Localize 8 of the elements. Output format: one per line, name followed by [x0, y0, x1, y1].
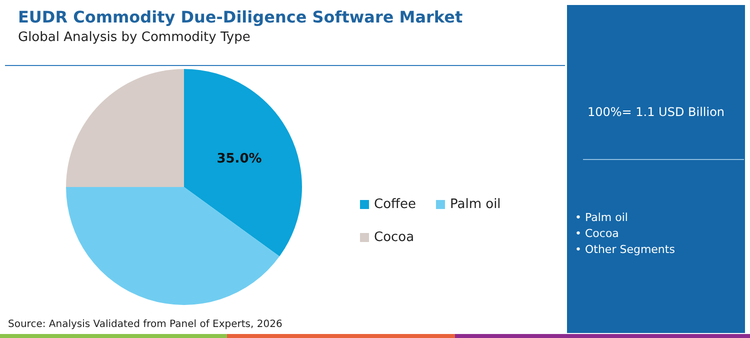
chart-title: EUDR Commodity Due-Diligence Software Market [18, 8, 463, 26]
legend-label: Palm oil [450, 197, 501, 212]
source-note: Source: Analysis Validated from Panel of Experts, 2026 [8, 319, 282, 330]
legend-label: Coffee [374, 197, 416, 212]
legend-label: Cocoa [374, 230, 414, 245]
chart-subtitle: Global Analysis by Commodity Type [18, 30, 250, 45]
data-label: 35.0% [216, 151, 262, 166]
side-panel: 100%= 1.1 USD Billion • Palm oil • Cocoa • Other Segments [567, 5, 745, 333]
